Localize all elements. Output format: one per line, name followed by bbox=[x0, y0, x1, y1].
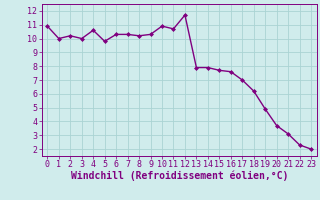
X-axis label: Windchill (Refroidissement éolien,°C): Windchill (Refroidissement éolien,°C) bbox=[70, 171, 288, 181]
